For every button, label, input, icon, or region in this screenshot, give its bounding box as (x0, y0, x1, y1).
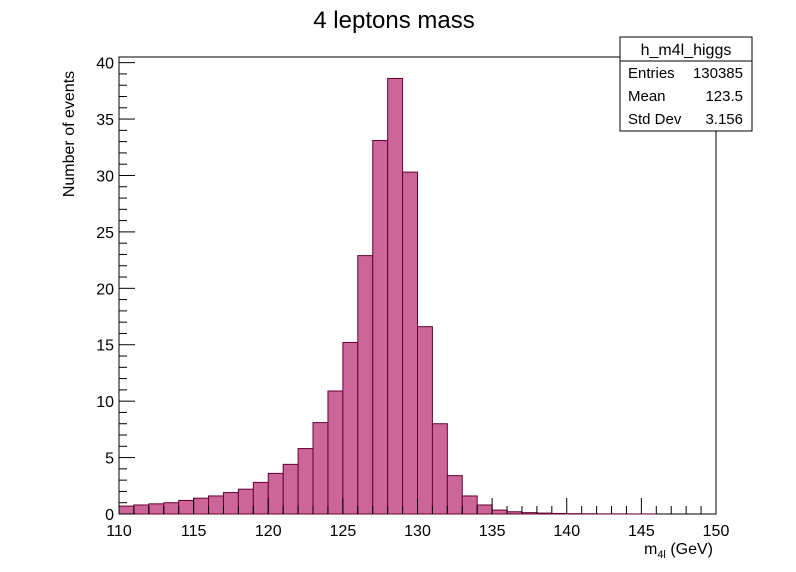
x-axis: 110 115 120 125 130 135 140 145 150 (106, 498, 729, 540)
histogram-bar (506, 511, 523, 515)
x-axis-label: m4l (GeV) (644, 541, 713, 561)
x-tick-label: 145 (628, 523, 655, 540)
histogram-bar (327, 390, 344, 515)
y-tick-label: 0 (105, 507, 114, 524)
y-tick-label: 15 (96, 338, 114, 355)
y-tick-label: 40 (96, 56, 114, 73)
stats-box-frame (619, 36, 753, 132)
y-tick-label: 5 (105, 451, 114, 468)
y-tick-label: 20 (96, 281, 114, 298)
x-tick-label: 115 (181, 523, 207, 540)
histogram-bar (521, 512, 538, 515)
histogram-bar (461, 495, 478, 515)
histogram-bar (446, 475, 463, 515)
histogram-bar (431, 423, 448, 515)
histogram-bar (282, 463, 299, 515)
histogram-bar (118, 505, 135, 515)
y-tick-label: 10 (96, 394, 114, 411)
stats-stddev-value: 3.156 (705, 111, 743, 128)
y-tick-label: 25 (96, 225, 114, 242)
stats-box-name: h_m4l_higgs (641, 42, 732, 59)
x-tick-label: 110 (106, 523, 132, 540)
histogram-bar (536, 512, 553, 515)
x-tick-label: 140 (553, 523, 580, 540)
histogram-bar (357, 255, 374, 515)
histogram-bar (133, 504, 150, 515)
x-tick-label: 120 (255, 523, 282, 540)
histogram-bar (476, 504, 493, 515)
histogram-bar (178, 499, 195, 515)
histogram-bar (222, 492, 239, 515)
histogram-bars (118, 77, 657, 515)
x-tick-label: 150 (703, 523, 730, 540)
stats-entries-label: Entries (628, 65, 675, 82)
x-tick-label: 135 (479, 523, 506, 540)
y-axis-label: Number of events (61, 71, 78, 197)
y-tick-label: 35 (96, 112, 114, 129)
x-axis-label-main: m (644, 541, 657, 558)
histogram-bar (193, 497, 210, 515)
histogram-bar (387, 77, 404, 515)
chart-title: 4 leptons mass (313, 7, 474, 34)
stats-entries-value: 130385 (693, 65, 743, 82)
histogram-bar (297, 448, 314, 515)
histogram-bar (163, 502, 180, 515)
stats-mean-value: 123.5 (705, 88, 743, 105)
histogram-bar (237, 488, 254, 515)
x-axis-label-unit: (GeV) (666, 541, 713, 558)
histogram-bar (417, 326, 433, 515)
histogram-bar (372, 140, 389, 515)
histogram-bar (402, 171, 419, 515)
stats-mean-label: Mean (628, 88, 666, 105)
x-axis-label-subscript: 4l (657, 549, 666, 561)
histogram-bar (252, 481, 269, 515)
stats-stddev-label: Std Dev (628, 111, 682, 128)
x-tick-label: 125 (330, 523, 357, 540)
histogram-bar (312, 422, 329, 515)
histogram-bar (491, 509, 508, 515)
stats-box: h_m4l_higgs Entries 130385 Mean 123.5 St… (619, 36, 753, 132)
histogram-bar (342, 341, 359, 515)
x-tick-label: 130 (404, 523, 431, 540)
histogram-bar (148, 503, 165, 515)
histogram-bar (208, 495, 224, 515)
y-axis: 0 5 10 15 20 25 30 35 40 (96, 56, 135, 524)
histogram-bar (551, 512, 568, 515)
histogram-bar (267, 472, 284, 515)
y-tick-label: 30 (96, 168, 114, 185)
